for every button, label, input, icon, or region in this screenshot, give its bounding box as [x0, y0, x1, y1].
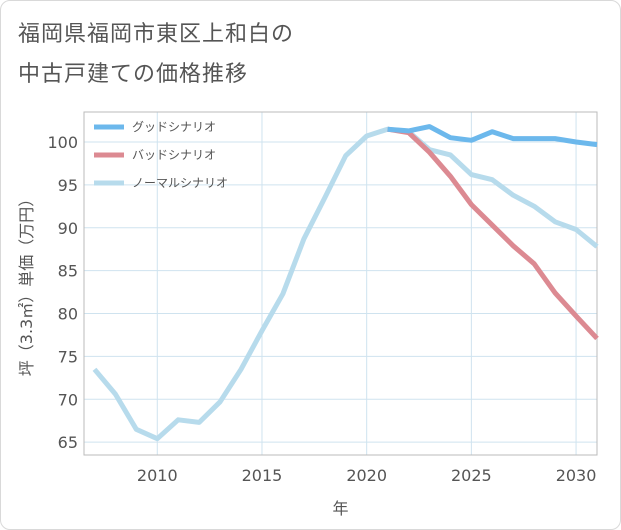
x-tick-label: 2030 [556, 466, 597, 485]
chart-title-line-1: 福岡県福岡市東区上和白の [18, 22, 295, 47]
legend-label: バッドシナリオ [132, 148, 216, 162]
series-line-normal [92, 126, 599, 442]
y-axis-title: 坪（3.3㎡）単価（万円） [17, 191, 36, 376]
x-tick-label: 2020 [346, 466, 387, 485]
x-axis-title: 年 [332, 499, 348, 518]
series-line-bad [387, 126, 599, 341]
x-tick-label: 2015 [242, 466, 283, 485]
y-tick-label: 85 [58, 262, 78, 281]
y-tick-label: 80 [58, 305, 78, 324]
y-tick-label: 65 [58, 433, 78, 452]
plot-area-frame [83, 111, 598, 456]
chart-title-line-2: 中古戸建ての価格推移 [18, 62, 249, 87]
y-tick-label: 95 [58, 176, 78, 195]
legend-label: グッドシナリオ [132, 120, 216, 134]
grid [84, 112, 597, 455]
axis-ticks: 2010 2015 2020 2025 2030 65 70 75 80 85 90 95 100 [47, 133, 596, 485]
y-tick-label: 90 [58, 219, 78, 238]
y-tick-label: 100 [47, 133, 78, 152]
y-tick-label: 75 [58, 347, 78, 366]
series-lines [92, 124, 599, 442]
series-line-good [387, 124, 598, 148]
x-tick-label: 2010 [137, 466, 178, 485]
x-tick-label: 2025 [451, 466, 492, 485]
y-tick-label: 70 [58, 390, 78, 409]
legend-label: ノーマルシナリオ [132, 176, 228, 190]
